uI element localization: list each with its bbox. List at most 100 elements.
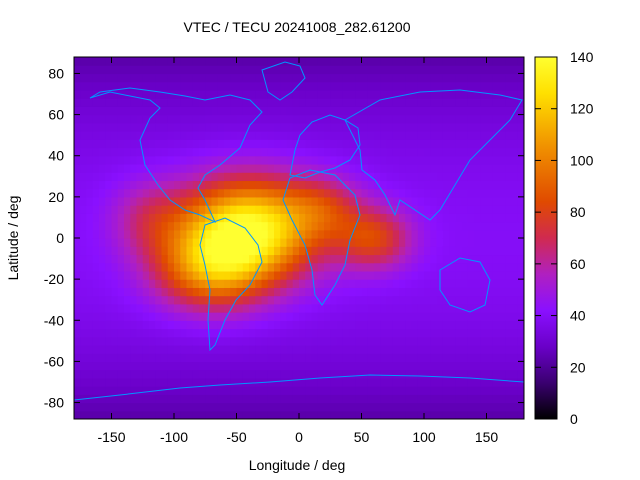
heatmap-cell [211, 122, 219, 132]
heatmap-cell [374, 402, 381, 412]
heatmap-cell [230, 312, 238, 321]
heatmap-cell [180, 139, 188, 149]
heatmap-cell [255, 106, 263, 116]
heatmap-cell [249, 57, 256, 66]
heatmap-cell [511, 172, 519, 182]
heatmap-cell [311, 188, 319, 198]
heatmap-cell [99, 213, 106, 223]
heatmap-cell [124, 328, 131, 338]
heatmap-cell [361, 377, 369, 387]
heatmap-cell [74, 312, 81, 321]
heatmap-cell [261, 180, 269, 190]
heatmap-cell [155, 131, 163, 140]
heatmap-cell [461, 361, 469, 371]
heatmap-cell [511, 402, 519, 412]
heatmap-cell [249, 122, 256, 132]
heatmap-cell [161, 229, 169, 239]
heatmap-cell [430, 73, 438, 83]
heatmap-cell [505, 238, 513, 247]
heatmap-cell [436, 336, 444, 346]
heatmap-cell [217, 229, 225, 239]
heatmap-cell [436, 114, 444, 124]
heatmap-cell [342, 98, 350, 107]
heatmap-cell [186, 394, 194, 404]
heatmap-cell [411, 402, 419, 412]
coast-north-america [89, 87, 263, 224]
heatmap-cell [424, 205, 431, 214]
heatmap-cell [142, 73, 150, 83]
heatmap-cell [330, 131, 338, 140]
heatmap-cell [430, 254, 438, 264]
heatmap-cell [130, 410, 138, 419]
heatmap-cell [505, 196, 513, 206]
heatmap-cell [136, 394, 144, 404]
heatmap-cell [249, 361, 256, 371]
heatmap-cell [236, 328, 244, 338]
heatmap-cell [505, 65, 513, 75]
heatmap-cell [517, 344, 524, 354]
heatmap-cell [205, 377, 213, 387]
heatmap-cell [405, 147, 413, 157]
heatmap-cell [80, 196, 88, 206]
heatmap-cell [117, 320, 125, 330]
heatmap-cell [92, 279, 100, 288]
heatmap-cell [167, 131, 175, 140]
heatmap-cell [142, 155, 150, 165]
heatmap-cell [111, 163, 119, 173]
heatmap-cell [474, 377, 481, 387]
heatmap-cell [436, 213, 444, 223]
heatmap-cell [186, 270, 194, 280]
heatmap-cell [349, 98, 356, 107]
heatmap-cell [336, 279, 344, 288]
heatmap-cell [236, 344, 244, 354]
heatmap-cell [74, 196, 81, 206]
heatmap-cell [349, 328, 356, 338]
heatmap-cell [142, 254, 150, 264]
heatmap-cell [311, 328, 319, 338]
heatmap-cell [124, 344, 131, 354]
heatmap-cell [305, 98, 313, 107]
heatmap-cell [392, 196, 400, 206]
heatmap-cell [405, 287, 413, 297]
heatmap-cell [236, 295, 244, 305]
heatmap-cell [142, 344, 150, 354]
heatmap-cell [74, 394, 81, 404]
heatmap-cell [342, 312, 350, 321]
heatmap-cell [124, 131, 131, 140]
heatmap-cell [99, 188, 106, 198]
heatmap-cell [211, 188, 219, 198]
y-tick-label: 0 [56, 230, 64, 246]
heatmap-cell [255, 205, 263, 214]
heatmap-cell [417, 279, 425, 288]
heatmap-cell [380, 81, 388, 91]
heatmap-cell [286, 229, 294, 239]
heatmap-cell [130, 122, 138, 132]
heatmap-cell [499, 270, 506, 280]
heatmap-cell [355, 57, 363, 66]
heatmap-cell [317, 114, 325, 124]
heatmap-cell [267, 65, 275, 75]
heatmap-cell [180, 287, 188, 297]
heatmap-cell [242, 312, 250, 321]
heatmap-cell [161, 410, 169, 419]
heatmap-cell [411, 122, 419, 132]
heatmap-cell [199, 106, 206, 116]
heatmap-cell [367, 229, 375, 239]
heatmap-cell [155, 361, 163, 371]
heatmap-cell [130, 320, 138, 330]
heatmap-cell [486, 205, 494, 214]
colorbar-tick-label: 120 [570, 101, 594, 117]
heatmap-cell [392, 81, 400, 91]
heatmap-cell [255, 221, 263, 231]
heatmap-cell [417, 377, 425, 387]
heatmap-cell [405, 410, 413, 419]
heatmap-cell [467, 312, 475, 321]
heatmap-cell [367, 98, 375, 107]
heatmap-cell [336, 386, 344, 395]
heatmap-cell [311, 205, 319, 214]
heatmap-cell [136, 279, 144, 288]
heatmap-cell [155, 320, 163, 330]
heatmap-cell [261, 254, 269, 264]
heatmap-cell [305, 155, 313, 165]
heatmap-cell [161, 336, 169, 346]
